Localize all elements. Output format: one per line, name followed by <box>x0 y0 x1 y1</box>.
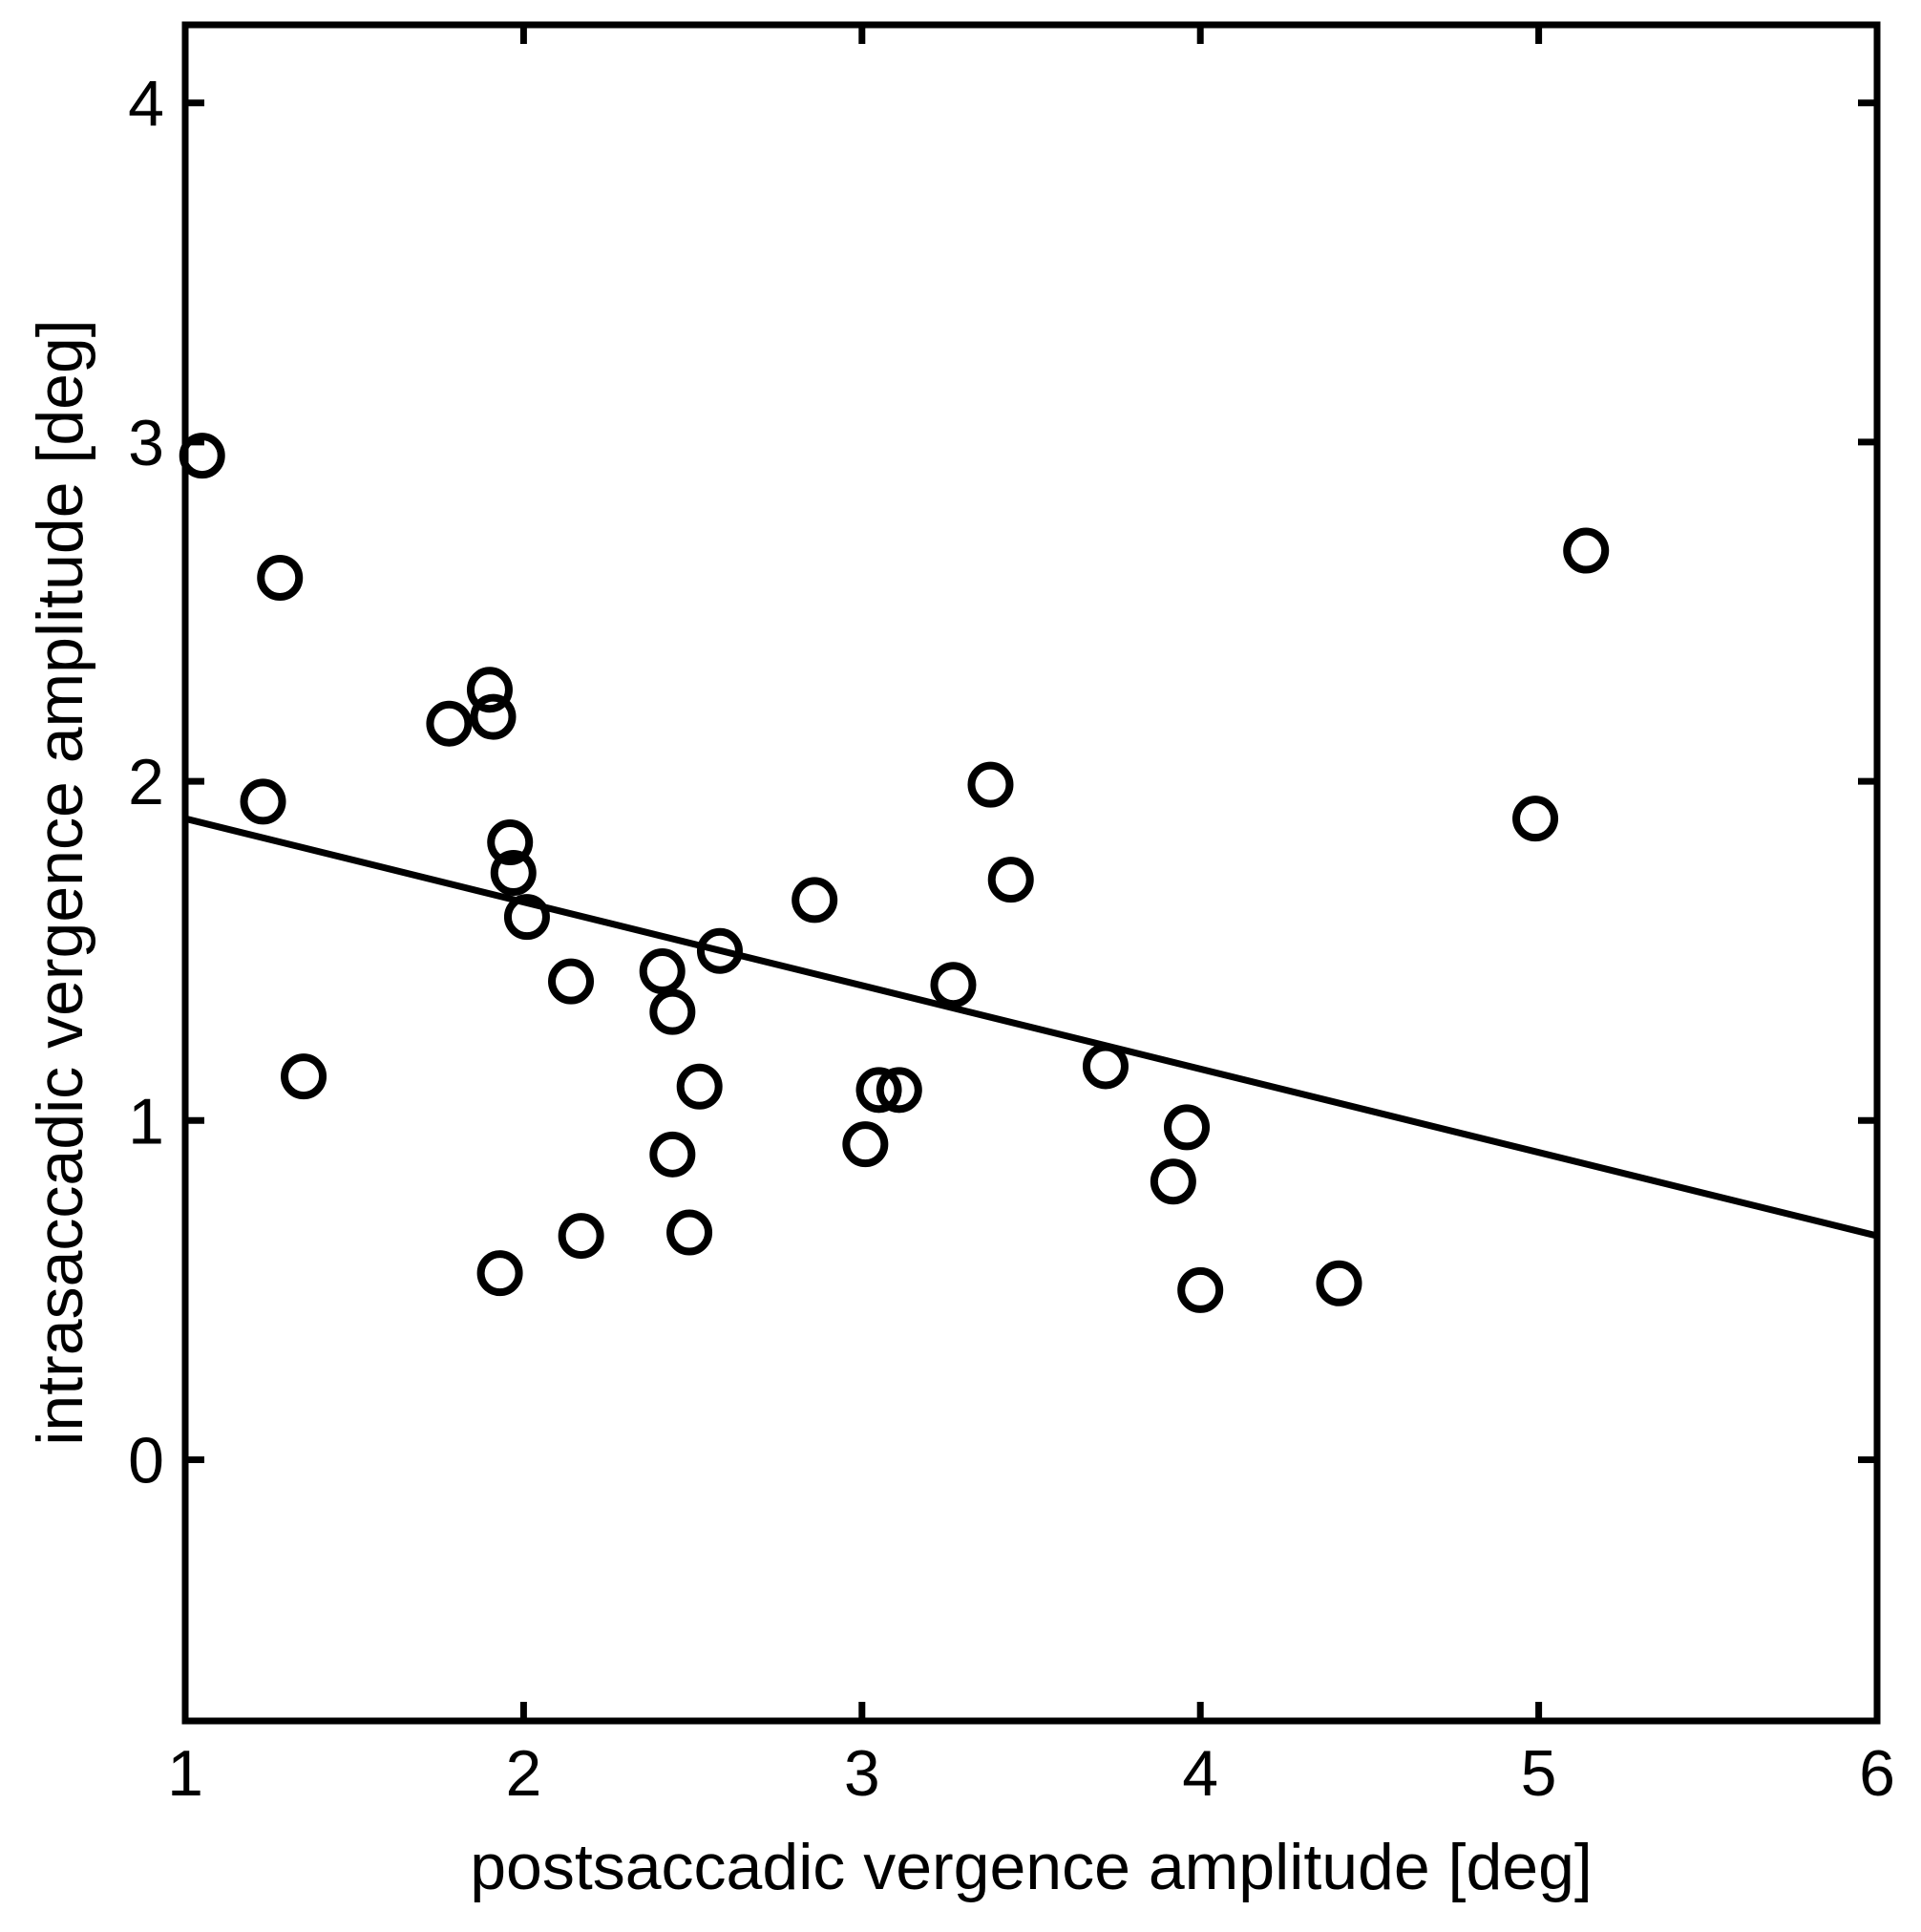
data-point <box>476 1250 523 1297</box>
data-point <box>240 778 286 825</box>
data-points <box>179 433 1610 1313</box>
y-tick-label: 0 <box>128 1424 164 1497</box>
fit-line-group <box>184 815 1878 1240</box>
x-tick-label: 2 <box>505 1737 541 1810</box>
data-point <box>666 1209 713 1256</box>
data-point <box>470 693 517 740</box>
data-point <box>855 1067 902 1114</box>
data-point <box>558 1213 604 1260</box>
data-point <box>1512 796 1559 842</box>
data-point <box>639 948 686 995</box>
data-point <box>967 761 1014 808</box>
data-point <box>842 1121 889 1168</box>
x-tick-label: 1 <box>167 1737 203 1810</box>
y-tick-label: 4 <box>128 68 164 140</box>
y-tick-label: 1 <box>128 1085 164 1157</box>
data-point <box>426 700 473 747</box>
tick-labels: 1 2 3 4 5 6 0 1 2 3 4 <box>128 68 1895 1810</box>
y-axis-label: intrasaccadic vergence amplitude [deg] <box>24 319 96 1445</box>
data-point <box>1177 1266 1224 1313</box>
x-tick-label: 3 <box>844 1737 880 1810</box>
x-axis-label: postsaccadic vergence amplitude [deg] <box>470 1831 1593 1903</box>
y-tick-label: 3 <box>128 407 164 479</box>
data-point <box>792 877 838 924</box>
data-point <box>490 850 537 896</box>
data-point <box>696 927 743 974</box>
plot-frame <box>181 21 1881 1725</box>
data-point <box>676 1063 723 1110</box>
data-point <box>281 1053 327 1100</box>
data-point <box>930 962 977 1008</box>
y-tick-label: 2 <box>128 746 164 818</box>
data-point <box>1563 527 1610 574</box>
data-point <box>649 1131 696 1178</box>
data-point <box>649 988 696 1035</box>
data-point <box>1164 1104 1211 1151</box>
x-tick-label: 6 <box>1859 1737 1895 1810</box>
data-point <box>503 894 550 941</box>
data-point <box>466 667 513 713</box>
x-tick-label: 5 <box>1521 1737 1557 1810</box>
data-point <box>257 554 304 601</box>
data-point <box>1316 1260 1362 1306</box>
data-point <box>876 1067 922 1114</box>
data-point <box>1082 1043 1129 1090</box>
data-point <box>487 819 534 866</box>
x-tick-label: 4 <box>1182 1737 1218 1810</box>
regression-line <box>184 815 1878 1240</box>
data-point <box>1150 1158 1196 1205</box>
data-point <box>987 857 1034 903</box>
data-point <box>548 958 595 1005</box>
